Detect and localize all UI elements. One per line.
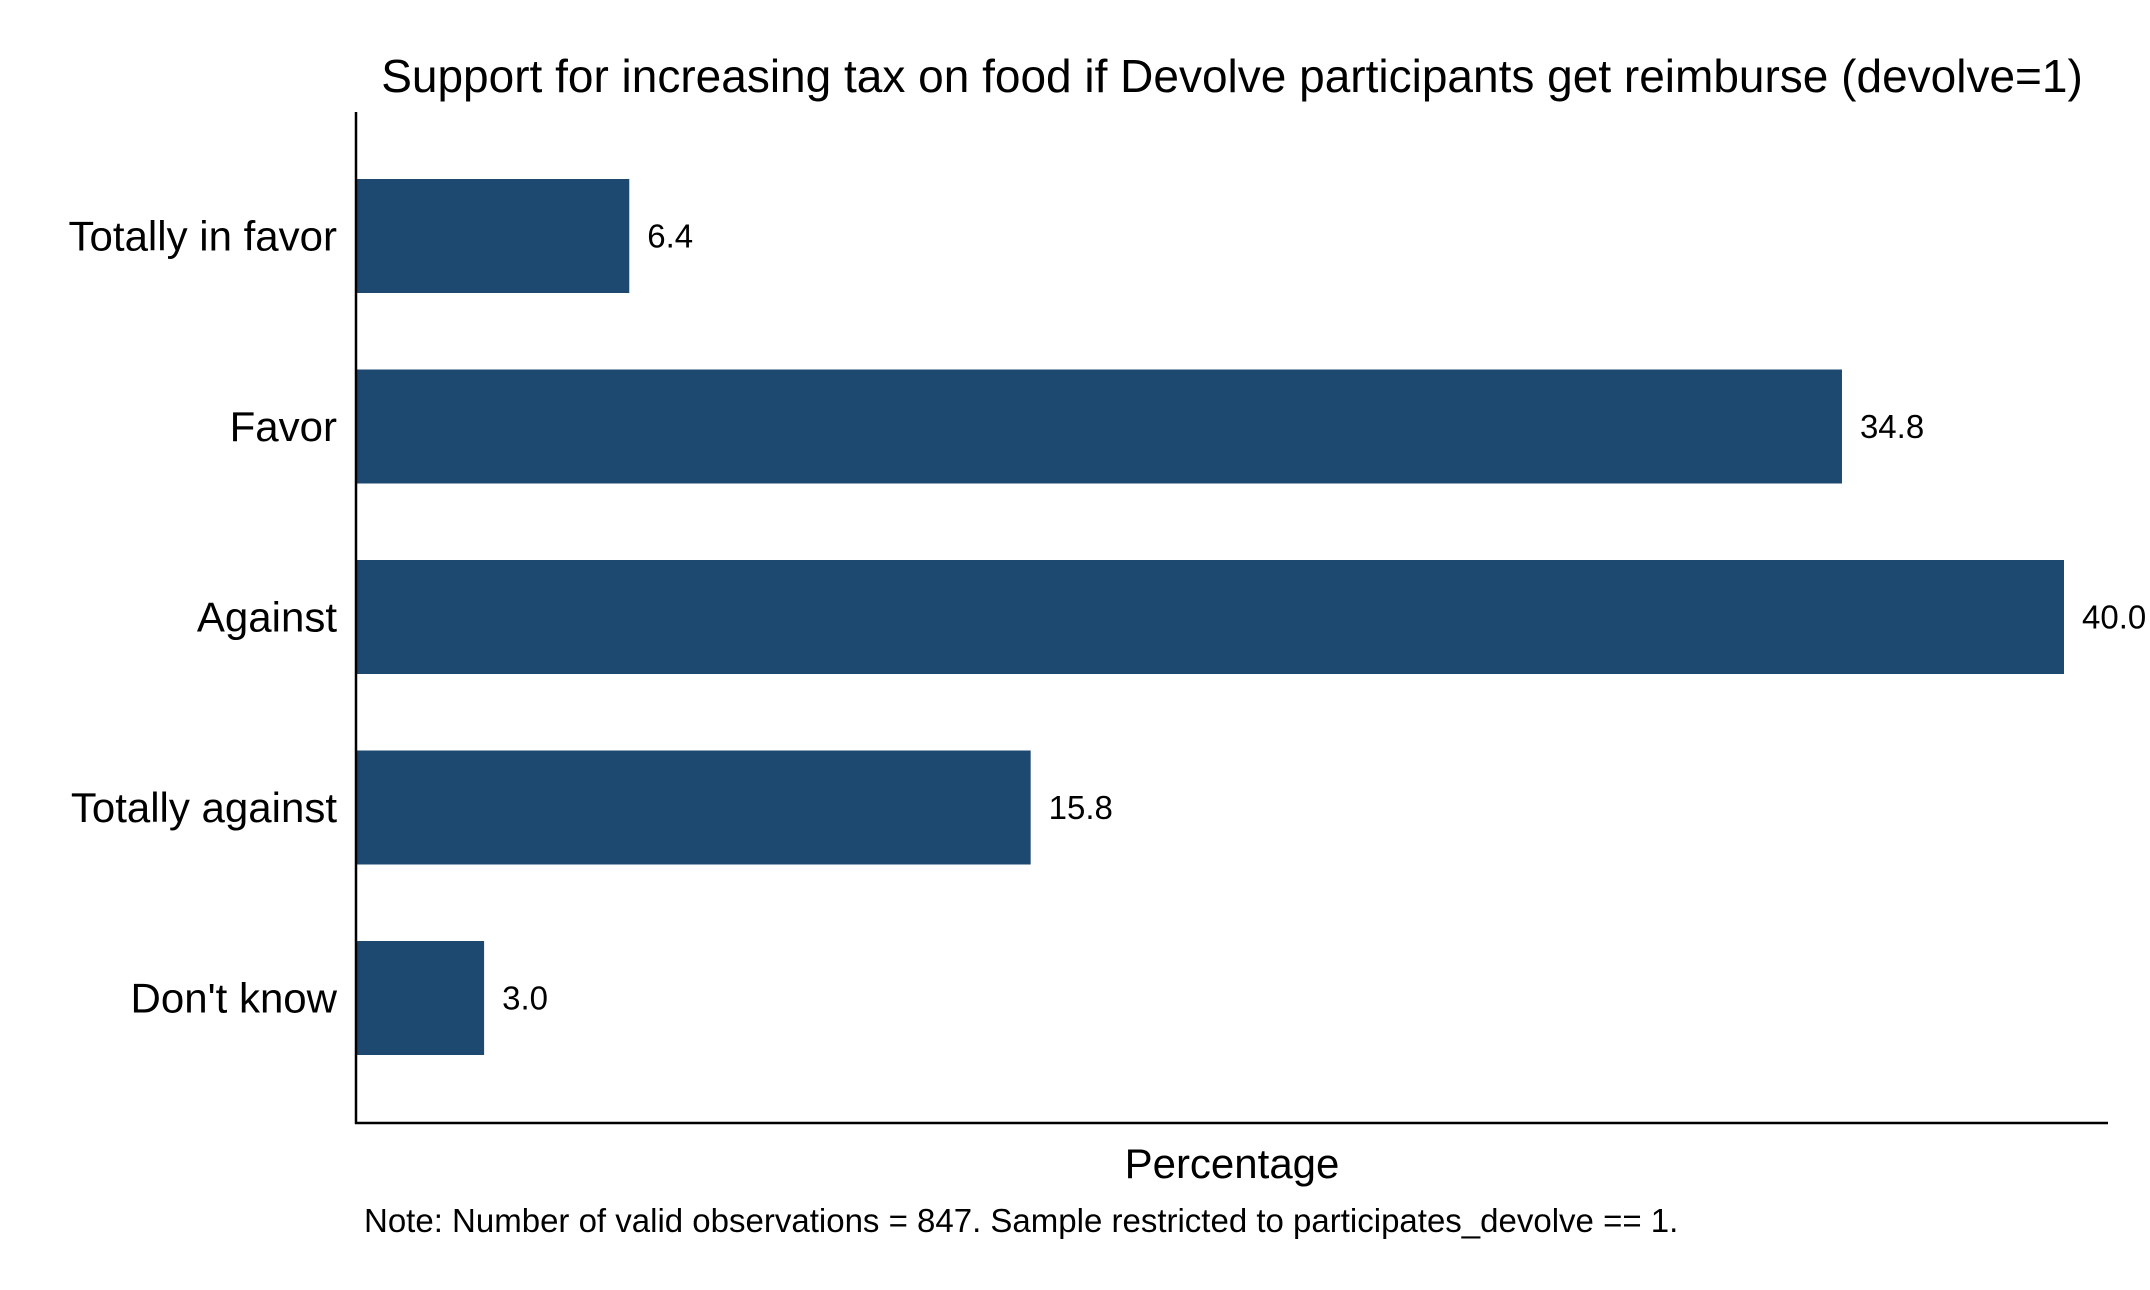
category-label-totally-in-favor: Totally in favor: [69, 213, 337, 260]
category-label-favor: Favor: [230, 403, 337, 450]
bar-don-t-know: [356, 941, 485, 1055]
value-label-against: 40.0: [2082, 599, 2146, 636]
bar-totally-in-favor: [356, 179, 630, 293]
value-labels: 6.4 34.8 40.0 15.8 3.0: [502, 218, 2146, 1017]
bar-favor: [356, 369, 1842, 484]
value-label-don-t-know: 3.0: [502, 980, 548, 1017]
chart-note: Note: Number of valid observations = 847…: [364, 1202, 1678, 1239]
chart-title: Support for increasing tax on food if De…: [381, 50, 2083, 102]
value-label-totally-in-favor: 6.4: [647, 218, 693, 255]
x-axis-title: Percentage: [1125, 1140, 1340, 1187]
value-label-totally-against: 15.8: [1049, 789, 1113, 826]
value-label-favor: 34.8: [1860, 408, 1924, 445]
category-labels: Totally in favor Favor Against Totally agai…: [69, 213, 338, 1022]
category-label-against: Against: [197, 594, 337, 641]
bar-totally-against: [356, 750, 1031, 865]
category-label-totally-against: Totally against: [71, 784, 337, 831]
bars-group: [356, 179, 2064, 1055]
bar-against: [356, 560, 2064, 674]
category-label-don-t-know: Don't know: [131, 975, 338, 1022]
